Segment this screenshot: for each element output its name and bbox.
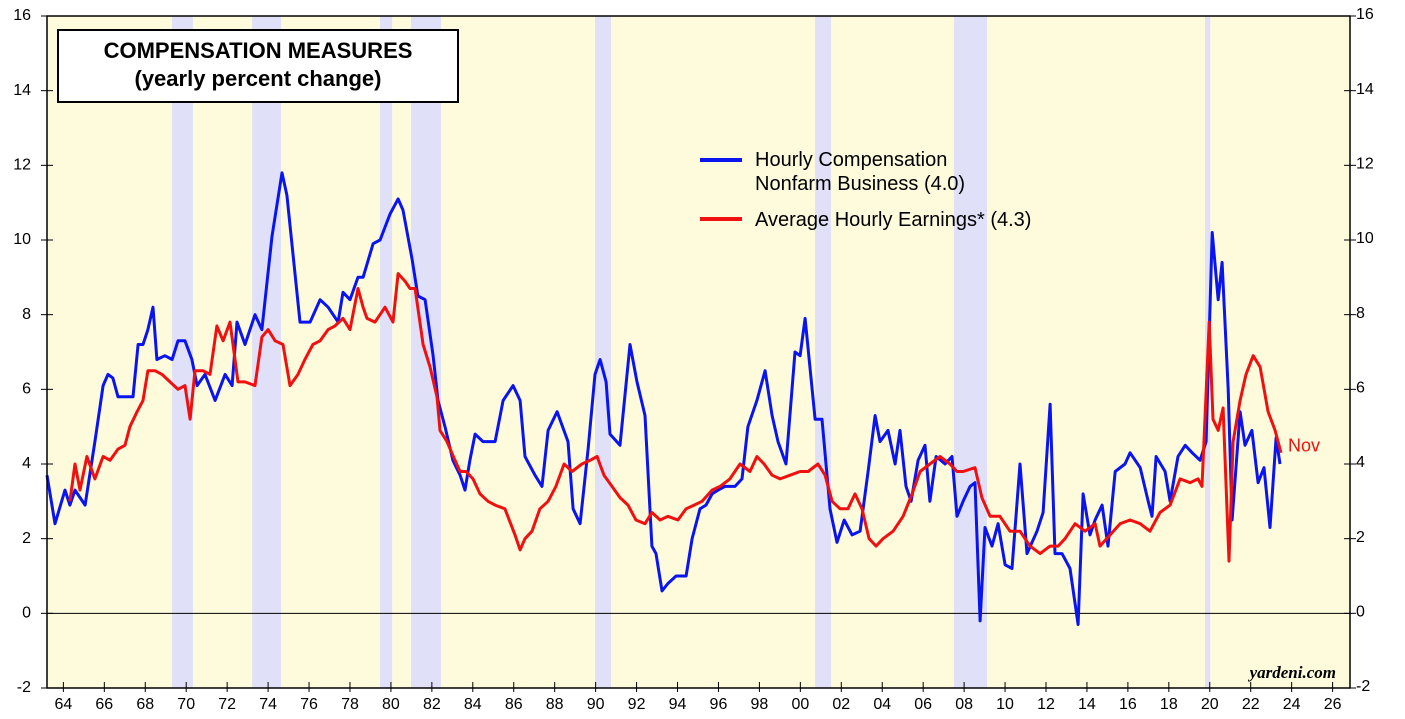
y-tick-label: 16 (13, 7, 31, 24)
x-tick-label: 70 (177, 696, 195, 713)
x-tick-label: 90 (587, 696, 605, 713)
x-tick-label: 10 (996, 696, 1014, 713)
x-tick-label: 94 (669, 696, 687, 713)
plot-background (47, 16, 1350, 688)
x-tick-label: 96 (710, 696, 728, 713)
y-tick-label: 12 (13, 157, 31, 174)
x-tick-label: 08 (955, 696, 973, 713)
x-tick-label: 84 (464, 696, 482, 713)
x-tick-label: 02 (832, 696, 850, 713)
y2-tick-label: 6 (1356, 380, 1365, 397)
y-tick-label: -2 (17, 679, 31, 696)
x-tick-label: 64 (54, 696, 72, 713)
legend-label: Hourly Compensation Nonfarm Business (4.… (755, 149, 966, 195)
x-tick-label: 04 (873, 696, 891, 713)
x-tick-label: 22 (1242, 696, 1260, 713)
series-line (68, 272, 1283, 563)
y-tick-label: 8 (22, 306, 31, 323)
x-tick-label: 68 (136, 696, 154, 713)
x-tick-label: 12 (1037, 696, 1055, 713)
x-tick-label: 14 (1078, 696, 1096, 713)
shaded-period (380, 16, 393, 688)
x-tick-label: 98 (751, 696, 769, 713)
y-tick-label: 14 (13, 82, 31, 99)
x-tick-label: 72 (218, 696, 236, 713)
x-tick-label: 18 (1160, 696, 1178, 713)
y-tick-label: 10 (13, 231, 31, 248)
y-tick-label: 6 (22, 381, 31, 398)
x-tick-label: 74 (259, 696, 277, 713)
x-tick-label: 76 (300, 696, 318, 713)
x-tick-label: 16 (1119, 696, 1137, 713)
shaded-period (815, 16, 832, 688)
y2-tick-label: 0 (1356, 604, 1365, 621)
x-tick-label: 82 (423, 696, 441, 713)
y2-tick-label: 8 (1356, 305, 1365, 322)
x-tick-label: 80 (382, 696, 400, 713)
y2-tick-label: 4 (1356, 454, 1365, 471)
x-tick-label: 24 (1283, 696, 1301, 713)
y-tick-label: 2 (22, 530, 31, 547)
x-tick-label: 26 (1324, 696, 1342, 713)
x-tick-label: 06 (914, 696, 932, 713)
shaded-period (252, 16, 281, 688)
x-tick-label: 78 (341, 696, 359, 713)
x-tick-label: 92 (628, 696, 646, 713)
y-tick-label: 0 (22, 605, 31, 622)
shaded-period (172, 16, 193, 688)
y2-tick-label: 16 (1356, 6, 1374, 23)
y2-tick-label: 10 (1356, 230, 1374, 247)
legend-label: Average Hourly Earnings* (4.3) (755, 209, 1032, 231)
y2-tick-label: 12 (1356, 156, 1374, 173)
shaded-period (595, 16, 611, 688)
y-tick-label: 4 (22, 455, 31, 472)
y2-tick-label: 2 (1356, 529, 1365, 546)
plot-frame (46, 15, 1351, 689)
x-tick-label: 00 (791, 696, 809, 713)
x-tick-label: 20 (1201, 696, 1219, 713)
y2-tick-label: 14 (1356, 81, 1374, 98)
x-tick-label: 86 (505, 696, 523, 713)
x-tick-label: 66 (95, 696, 113, 713)
annotation: Nov (1288, 436, 1320, 456)
y2-tick-label: -2 (1356, 678, 1370, 695)
x-tick-label: 88 (546, 696, 564, 713)
chart-title: COMPENSATION MEASURES (yearly percent ch… (57, 29, 459, 103)
source: yardeni.com (1248, 663, 1336, 682)
